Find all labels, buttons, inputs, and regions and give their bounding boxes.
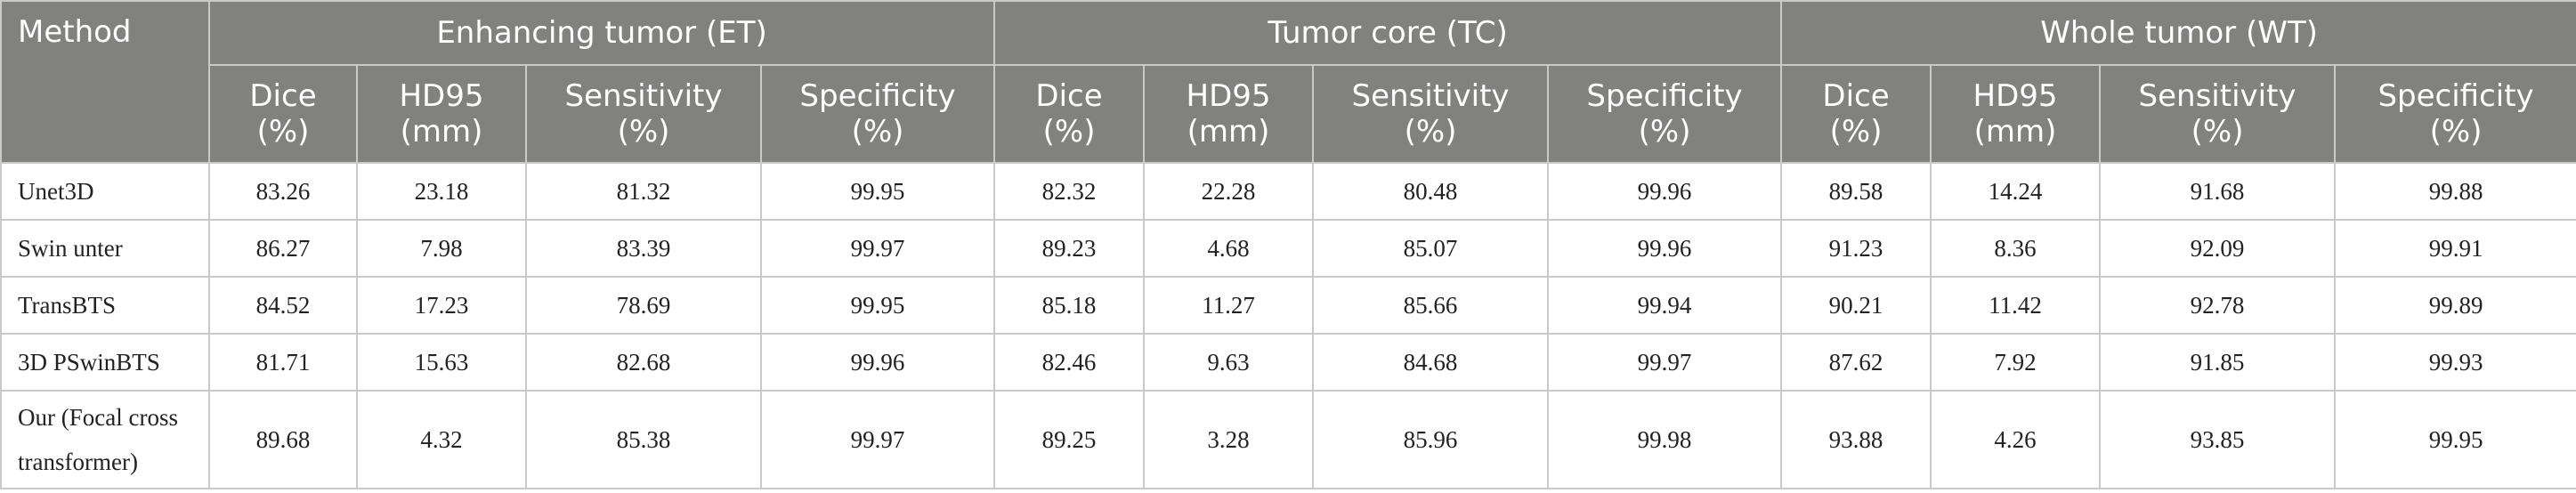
value-cell: 92.09	[2099, 219, 2337, 278]
metric-header: Sensitivity (%)	[525, 64, 762, 164]
value-cell: 93.85	[2099, 390, 2337, 489]
method-cell: Swin unter	[0, 219, 210, 278]
method-cell: 3D PSwinBTS	[0, 333, 210, 392]
value-cell: 99.96	[759, 333, 996, 392]
table-row: Our (Focal cross transformer) 89.68 4.32 85…	[0, 390, 2576, 489]
method-header: Method	[0, 0, 210, 164]
table-body: Unet3D 83.26 23.18 81.32 99.95 82.32 22.28 80.4…	[0, 162, 2576, 489]
metric-header: Dice (%)	[208, 64, 358, 164]
group-header-et: Enhancing tumor (ET)	[207, 0, 996, 66]
group-header-tc: Tumor core (TC)	[993, 0, 1783, 66]
value-cell: 99.97	[759, 390, 996, 489]
value-cell: 86.27	[208, 219, 358, 278]
value-cell: 99.94	[1547, 276, 1783, 335]
metric-header: HD95 (mm)	[1143, 64, 1315, 164]
metric-header: Sensitivity (%)	[2099, 64, 2337, 164]
value-cell: 92.78	[2099, 276, 2337, 335]
value-cell: 11.42	[1930, 276, 2102, 335]
value-cell: 3.28	[1143, 390, 1315, 489]
table-row: Unet3D 83.26 23.18 81.32 99.95 82.32 22.28 80.4…	[0, 162, 2576, 221]
metric-header: Specificity (%)	[759, 64, 996, 164]
metric-header: Sensitivity (%)	[1312, 64, 1550, 164]
value-cell: 14.24	[1930, 162, 2102, 221]
value-cell: 81.71	[208, 333, 358, 392]
value-cell: 4.32	[356, 390, 527, 489]
metric-header: HD95 (mm)	[1930, 64, 2102, 164]
value-cell: 82.46	[993, 333, 1146, 392]
value-cell: 85.66	[1312, 276, 1550, 335]
value-cell: 83.39	[525, 219, 762, 278]
value-cell: 85.96	[1312, 390, 1550, 489]
metric-header: Specificity (%)	[2334, 64, 2576, 164]
value-cell: 80.48	[1312, 162, 1550, 221]
value-cell: 93.88	[1780, 390, 1932, 489]
value-cell: 99.91	[2334, 219, 2576, 278]
value-cell: 99.89	[2334, 276, 2576, 335]
value-cell: 23.18	[356, 162, 527, 221]
value-cell: 4.68	[1143, 219, 1315, 278]
value-cell: 99.98	[1547, 390, 1783, 489]
value-cell: 99.93	[2334, 333, 2576, 392]
value-cell: 99.88	[2334, 162, 2576, 221]
method-cell: Our (Focal cross transformer)	[0, 390, 210, 489]
value-cell: 89.68	[208, 390, 358, 489]
method-cell: Unet3D	[0, 162, 210, 221]
method-cell: TransBTS	[0, 276, 210, 335]
value-cell: 17.23	[356, 276, 527, 335]
value-cell: 78.69	[525, 276, 762, 335]
value-cell: 85.38	[525, 390, 762, 489]
value-cell: 15.63	[356, 333, 527, 392]
table-header: Method Enhancing tumor (ET) Tumor core (…	[0, 0, 2576, 164]
value-cell: 7.98	[356, 219, 527, 278]
value-cell: 91.68	[2099, 162, 2337, 221]
value-cell: 81.32	[525, 162, 762, 221]
value-cell: 89.23	[993, 219, 1146, 278]
value-cell: 87.62	[1780, 333, 1932, 392]
value-cell: 84.52	[208, 276, 358, 335]
value-cell: 99.97	[759, 219, 996, 278]
value-cell: 89.58	[1780, 162, 1932, 221]
value-cell: 99.96	[1547, 162, 1783, 221]
value-cell: 99.96	[1547, 219, 1783, 278]
table-row: TransBTS 84.52 17.23 78.69 99.95 85.18 11.27 85…	[0, 276, 2576, 335]
value-cell: 91.85	[2099, 333, 2337, 392]
metric-header-row: Dice (%) HD95 (mm) Sensitivity (%) Specific…	[1, 64, 2576, 164]
value-cell: 9.63	[1143, 333, 1315, 392]
value-cell: 83.26	[208, 162, 358, 221]
value-cell: 82.68	[525, 333, 762, 392]
metric-header: Specificity (%)	[1547, 64, 1783, 164]
value-cell: 22.28	[1143, 162, 1315, 221]
metric-header: HD95 (mm)	[356, 64, 527, 164]
value-cell: 99.95	[759, 276, 996, 335]
table-row: 3D PSwinBTS 81.71 15.63 82.68 99.96 82.46 9.63…	[0, 333, 2576, 392]
table-row: Swin unter 86.27 7.98 83.39 99.97 89.23 4.68 85…	[0, 219, 2576, 278]
group-header-row: Method Enhancing tumor (ET) Tumor core (…	[0, 0, 2576, 164]
group-header-wt: Whole tumor (WT)	[1780, 0, 2576, 66]
value-cell: 8.36	[1930, 219, 2102, 278]
metric-header: Dice (%)	[993, 64, 1146, 164]
value-cell: 11.27	[1143, 276, 1315, 335]
value-cell: 90.21	[1780, 276, 1932, 335]
value-cell: 85.18	[993, 276, 1146, 335]
value-cell: 85.07	[1312, 219, 1550, 278]
value-cell: 99.95	[2334, 390, 2576, 489]
value-cell: 4.26	[1930, 390, 2102, 489]
metric-header: Dice (%)	[1780, 64, 1932, 164]
value-cell: 99.95	[759, 162, 996, 221]
value-cell: 7.92	[1930, 333, 2102, 392]
value-cell: 99.97	[1547, 333, 1783, 392]
value-cell: 91.23	[1780, 219, 1932, 278]
value-cell: 84.68	[1312, 333, 1550, 392]
value-cell: 89.25	[993, 390, 1146, 489]
value-cell: 82.32	[993, 162, 1146, 221]
